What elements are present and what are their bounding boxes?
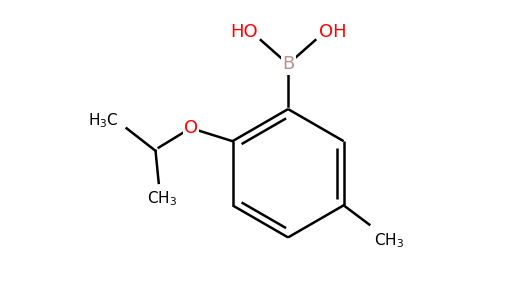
Text: CH$_3$: CH$_3$: [374, 231, 404, 250]
Text: CH$_3$: CH$_3$: [147, 189, 177, 208]
Text: HO: HO: [230, 23, 258, 41]
Text: H$_3$C: H$_3$C: [88, 111, 119, 130]
Text: OH: OH: [318, 23, 346, 41]
Text: O: O: [184, 119, 198, 137]
Text: B: B: [282, 55, 294, 73]
